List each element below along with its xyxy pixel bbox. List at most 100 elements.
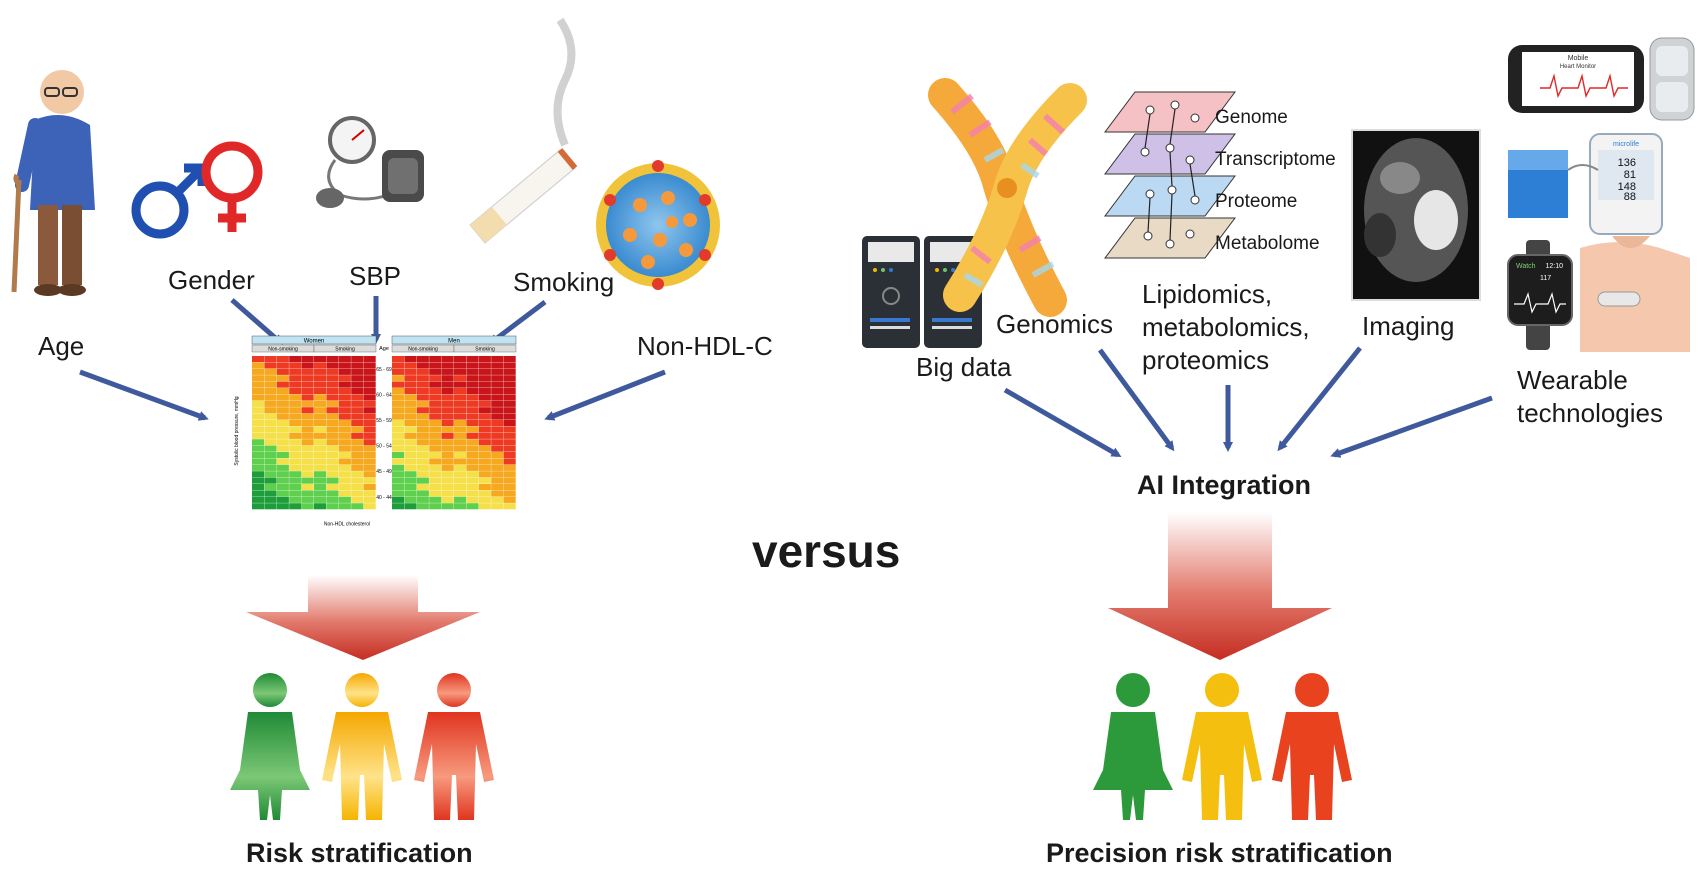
risk-cell bbox=[503, 375, 516, 382]
risk-cell bbox=[392, 400, 405, 407]
risk-cell bbox=[466, 503, 479, 510]
risk-cell bbox=[252, 496, 265, 503]
risk-cell bbox=[351, 445, 364, 452]
risk-cell bbox=[392, 490, 405, 497]
risk-cell bbox=[264, 388, 277, 395]
risk-cell bbox=[404, 362, 417, 369]
risk-cell bbox=[429, 420, 442, 427]
risk-cell bbox=[466, 490, 479, 497]
risk-cell bbox=[276, 413, 289, 420]
risk-cell bbox=[478, 432, 491, 439]
risk-cell bbox=[429, 445, 442, 452]
risk-cell bbox=[338, 375, 351, 382]
chart-x-axis-label: Non-HDL cholesterol bbox=[324, 522, 370, 528]
risk-cell bbox=[503, 503, 516, 510]
risk-cell bbox=[351, 420, 364, 427]
risk-cell bbox=[441, 445, 454, 452]
risk-cell bbox=[351, 503, 364, 510]
risk-cell bbox=[454, 503, 467, 510]
risk-cell bbox=[416, 362, 429, 369]
risk-cell bbox=[491, 407, 504, 414]
chart-age-group: 65 - 69 bbox=[376, 367, 392, 373]
risk-cell bbox=[429, 464, 442, 471]
risk-cell bbox=[416, 464, 429, 471]
risk-cell bbox=[454, 445, 467, 452]
risk-cell bbox=[454, 464, 467, 471]
risk-cell bbox=[314, 394, 327, 401]
risk-cell bbox=[454, 368, 467, 375]
risk-cell bbox=[351, 400, 364, 407]
risk-cell bbox=[466, 362, 479, 369]
risk-cell bbox=[314, 484, 327, 491]
risk-cell bbox=[503, 458, 516, 465]
risk-cell bbox=[252, 368, 265, 375]
risk-cell bbox=[301, 490, 314, 497]
risk-cell bbox=[363, 420, 376, 427]
risk-cell bbox=[314, 388, 327, 395]
risk-cell bbox=[338, 420, 351, 427]
risk-cell bbox=[454, 452, 467, 459]
risk-cell bbox=[314, 368, 327, 375]
risk-cell bbox=[429, 375, 442, 382]
risk-cell bbox=[326, 452, 339, 459]
risk-cell bbox=[441, 477, 454, 484]
risk-cell bbox=[363, 464, 376, 471]
risk-cell bbox=[314, 490, 327, 497]
risk-cell bbox=[351, 458, 364, 465]
omics-layers-icon bbox=[1104, 91, 1236, 259]
risk-cell bbox=[503, 420, 516, 427]
chart-age-header: Age bbox=[379, 346, 389, 352]
risk-cell bbox=[416, 484, 429, 491]
risk-cell bbox=[301, 394, 314, 401]
risk-cell bbox=[454, 420, 467, 427]
risk-cell bbox=[363, 368, 376, 375]
risk-cell bbox=[441, 368, 454, 375]
chromosome-icon bbox=[928, 78, 1087, 317]
risk-cell bbox=[454, 400, 467, 407]
risk-cell bbox=[429, 458, 442, 465]
risk-cell bbox=[276, 426, 289, 433]
risk-cell bbox=[478, 407, 491, 414]
risk-cell bbox=[429, 439, 442, 446]
bp-value-4: 88 bbox=[1624, 191, 1636, 203]
risk-cell bbox=[289, 426, 302, 433]
risk-cell bbox=[454, 496, 467, 503]
risk-cell bbox=[404, 503, 417, 510]
risk-cell bbox=[404, 439, 417, 446]
risk-cell bbox=[289, 439, 302, 446]
risk-cell bbox=[363, 458, 376, 465]
risk-cell bbox=[276, 464, 289, 471]
risk-cell bbox=[404, 484, 417, 491]
risk-cell bbox=[478, 452, 491, 459]
risk-cell bbox=[441, 471, 454, 478]
risk-cell bbox=[478, 413, 491, 420]
risk-cell bbox=[252, 362, 265, 369]
risk-cell bbox=[289, 464, 302, 471]
risk-cell bbox=[503, 368, 516, 375]
risk-cell bbox=[441, 439, 454, 446]
risk-cell bbox=[326, 362, 339, 369]
risk-cell bbox=[351, 471, 364, 478]
risk-cell bbox=[503, 407, 516, 414]
risk-cell bbox=[503, 432, 516, 439]
risk-cell bbox=[478, 420, 491, 427]
risk-cell bbox=[338, 432, 351, 439]
risk-cell bbox=[301, 362, 314, 369]
risk-cell bbox=[441, 503, 454, 510]
risk-cell bbox=[503, 464, 516, 471]
risk-cell bbox=[326, 471, 339, 478]
risk-cell bbox=[466, 356, 479, 363]
risk-cell bbox=[478, 471, 491, 478]
risk-cell bbox=[454, 484, 467, 491]
risk-cell bbox=[252, 477, 265, 484]
risk-cell bbox=[314, 375, 327, 382]
omics-layer-transcriptome: Transcriptome bbox=[1215, 149, 1336, 170]
risk-cell bbox=[491, 381, 504, 388]
risk-cell bbox=[363, 356, 376, 363]
risk-cell bbox=[404, 490, 417, 497]
risk-cell bbox=[478, 368, 491, 375]
label-non-hdl: Non-HDL-C bbox=[637, 331, 773, 361]
person-red-icon bbox=[1272, 673, 1352, 820]
risk-cell bbox=[301, 464, 314, 471]
risk-cell bbox=[404, 400, 417, 407]
